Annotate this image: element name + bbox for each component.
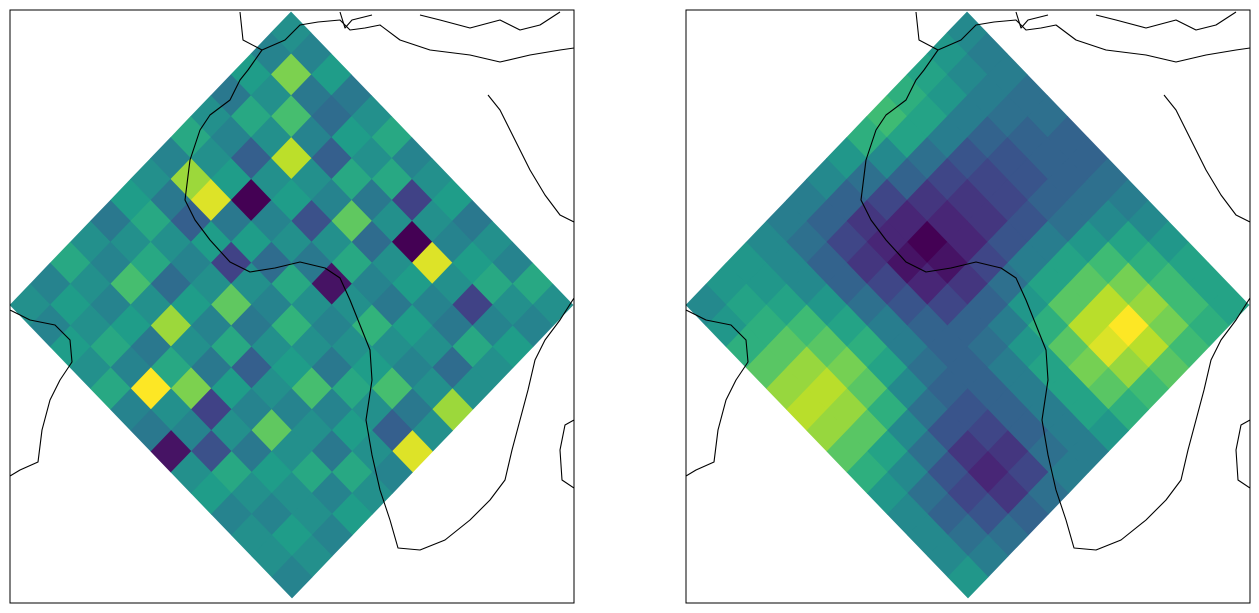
heatmap-cell: [947, 555, 989, 599]
panel-frame: [685, 9, 1251, 604]
heatmap-cell: [271, 555, 313, 599]
map-panel: [10, 11, 574, 599]
panel-frame: [9, 9, 575, 604]
map-panel: [686, 11, 1250, 599]
